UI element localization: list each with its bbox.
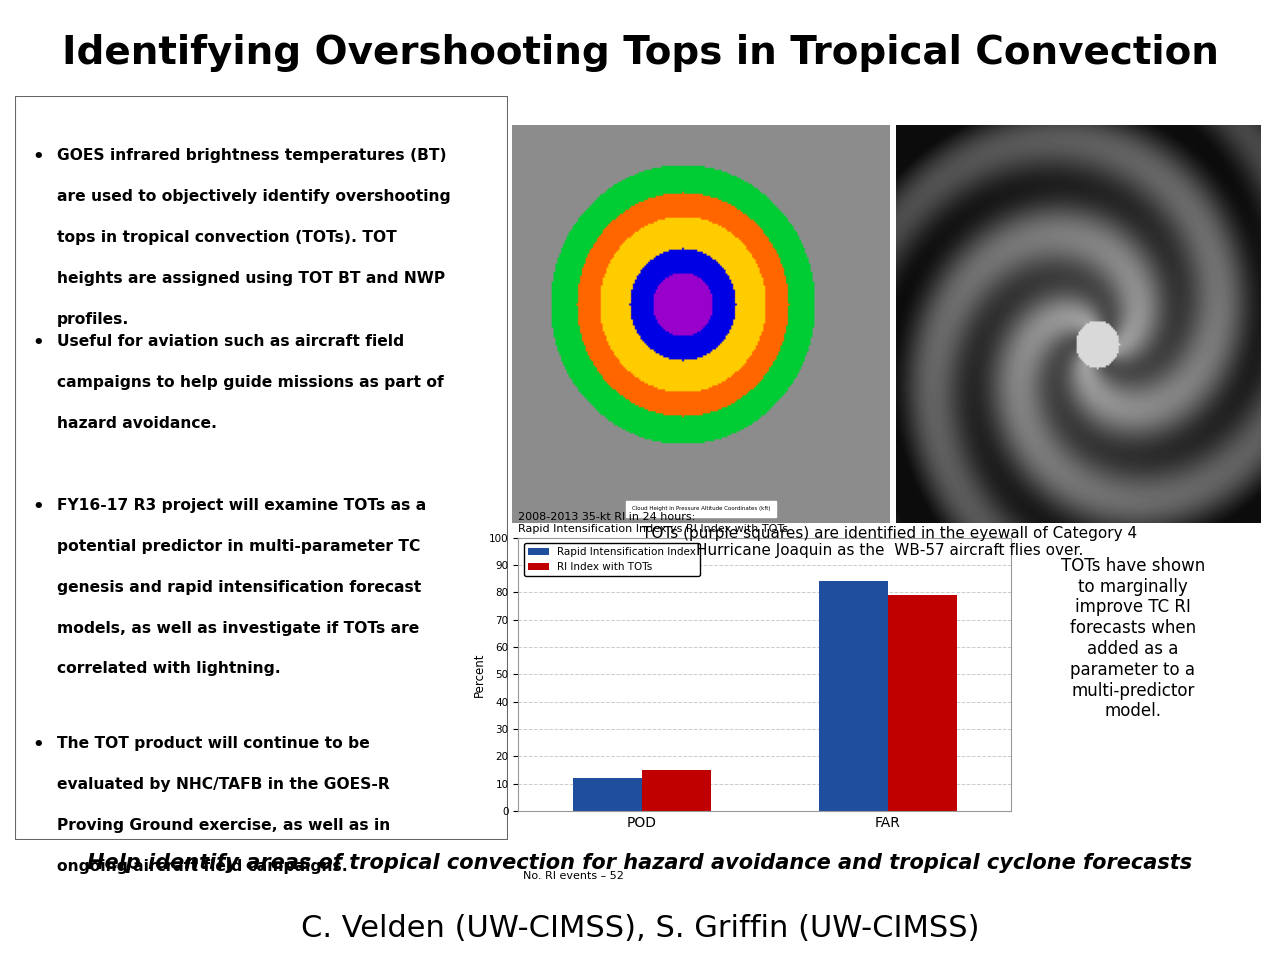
Legend: Rapid Intensification Index, RI Index with TOTs: Rapid Intensification Index, RI Index wi… <box>524 542 700 576</box>
Text: •: • <box>32 497 45 516</box>
Text: TOTs (purple squares) are identified in the eyewall of Category 4
Hurricane Joaq: TOTs (purple squares) are identified in … <box>643 526 1137 559</box>
Text: ongoing aircraft field campaigns.: ongoing aircraft field campaigns. <box>58 858 348 874</box>
Text: •: • <box>32 148 45 166</box>
Bar <box>888 595 957 811</box>
Text: FY16-17 R3 project will examine TOTs as a: FY16-17 R3 project will examine TOTs as … <box>58 497 426 513</box>
Text: heights are assigned using TOT BT and NWP: heights are assigned using TOT BT and NW… <box>58 271 445 286</box>
Text: campaigns to help guide missions as part of: campaigns to help guide missions as part… <box>58 375 444 390</box>
Text: are used to objectively identify overshooting: are used to objectively identify oversho… <box>58 189 451 204</box>
Text: C. Velden (UW-CIMSS), S. Griffin (UW-CIMSS): C. Velden (UW-CIMSS), S. Griffin (UW-CIM… <box>301 914 979 943</box>
Y-axis label: Percent: Percent <box>474 652 486 697</box>
Bar <box>641 770 710 811</box>
Text: correlated with lightning.: correlated with lightning. <box>58 661 282 677</box>
Text: •: • <box>32 735 45 754</box>
Text: evaluated by NHC/TAFB in the GOES-R: evaluated by NHC/TAFB in the GOES-R <box>58 777 390 792</box>
Text: tops in tropical convection (TOTs). TOT: tops in tropical convection (TOTs). TOT <box>58 229 397 245</box>
FancyBboxPatch shape <box>15 96 508 840</box>
Bar <box>819 582 888 811</box>
Text: The TOT product will continue to be: The TOT product will continue to be <box>58 735 370 751</box>
Text: Cloud Height in Pressure Altitude Coordinates (kft): Cloud Height in Pressure Altitude Coordi… <box>631 506 771 512</box>
Text: GOES infrared brightness temperatures (BT): GOES infrared brightness temperatures (B… <box>58 148 447 163</box>
Text: hazard avoidance.: hazard avoidance. <box>58 416 218 431</box>
Text: 2008-2013 35-kt RI in 24 hours:
Rapid Intensification Index vs RI Index with TOT: 2008-2013 35-kt RI in 24 hours: Rapid In… <box>518 513 788 534</box>
Text: •: • <box>32 334 45 352</box>
Text: Identifying Overshooting Tops in Tropical Convection: Identifying Overshooting Tops in Tropica… <box>61 34 1219 72</box>
Text: genesis and rapid intensification forecast: genesis and rapid intensification foreca… <box>58 580 421 594</box>
Text: TOTs have shown
to marginally
improve TC RI
forecasts when
added as a
parameter : TOTs have shown to marginally improve TC… <box>1061 557 1204 720</box>
Text: No. RI events – 52: No. RI events – 52 <box>524 872 625 881</box>
Text: Help identify areas of tropical convection for hazard avoidance and tropical cyc: Help identify areas of tropical convecti… <box>87 853 1193 873</box>
Text: Proving Ground exercise, as well as in: Proving Ground exercise, as well as in <box>58 818 390 832</box>
Text: profiles.: profiles. <box>58 312 129 326</box>
Bar <box>572 779 641 811</box>
Text: potential predictor in multi-parameter TC: potential predictor in multi-parameter T… <box>58 539 421 554</box>
Text: models, as well as investigate if TOTs are: models, as well as investigate if TOTs a… <box>58 620 420 636</box>
Text: Useful for aviation such as aircraft field: Useful for aviation such as aircraft fie… <box>58 334 404 349</box>
